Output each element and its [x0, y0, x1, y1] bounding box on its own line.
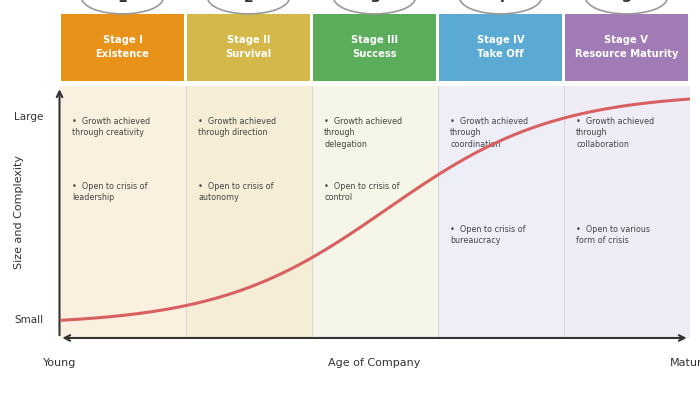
- Text: 4: 4: [496, 0, 505, 5]
- Text: •  Open to crisis of
control: • Open to crisis of control: [324, 182, 400, 202]
- Bar: [566, 13, 687, 81]
- Bar: [440, 13, 561, 81]
- Text: •  Open to crisis of
leadership: • Open to crisis of leadership: [72, 182, 148, 202]
- Circle shape: [81, 0, 163, 14]
- Text: 5: 5: [622, 0, 631, 5]
- Circle shape: [334, 0, 416, 14]
- Text: Mature: Mature: [670, 358, 700, 368]
- Text: •  Growth achieved
through direction: • Growth achieved through direction: [198, 117, 276, 137]
- Text: •  Open to crisis of
autonomy: • Open to crisis of autonomy: [198, 182, 274, 202]
- Circle shape: [207, 0, 290, 14]
- Text: 2: 2: [244, 0, 253, 5]
- Text: •  Open to crisis of
bureaucracy: • Open to crisis of bureaucracy: [450, 225, 526, 245]
- Bar: [62, 13, 183, 81]
- Text: Age of Company: Age of Company: [328, 358, 421, 368]
- Bar: [564, 86, 690, 338]
- Circle shape: [585, 0, 668, 14]
- Text: Stage I
Existence: Stage I Existence: [96, 35, 149, 59]
- Text: •  Growth achieved
through
delegation: • Growth achieved through delegation: [324, 117, 402, 149]
- Text: Size and Complexity: Size and Complexity: [13, 155, 24, 269]
- Text: •  Growth achieved
through
collaboration: • Growth achieved through collaboration: [576, 117, 655, 149]
- Text: Stage III
Success: Stage III Success: [351, 35, 398, 59]
- Text: •  Growth achieved
through
coordination: • Growth achieved through coordination: [450, 117, 528, 149]
- Bar: [60, 86, 186, 338]
- Bar: [438, 86, 564, 338]
- Text: 3: 3: [370, 0, 379, 5]
- Text: Young: Young: [43, 358, 76, 368]
- Text: Large: Large: [15, 112, 44, 122]
- Text: •  Growth achieved
through creativity: • Growth achieved through creativity: [72, 117, 150, 137]
- Text: •  Open to various
form of crisis: • Open to various form of crisis: [576, 225, 650, 245]
- Bar: [188, 13, 309, 81]
- Bar: [314, 13, 435, 81]
- Text: 1: 1: [118, 0, 127, 5]
- Bar: [312, 86, 438, 338]
- Text: Small: Small: [15, 315, 44, 325]
- Bar: [186, 86, 312, 338]
- Circle shape: [460, 0, 542, 14]
- Text: Stage V
Resource Maturity: Stage V Resource Maturity: [575, 35, 678, 59]
- Text: Stage II
Survival: Stage II Survival: [225, 35, 272, 59]
- Text: Stage IV
Take Off: Stage IV Take Off: [477, 35, 524, 59]
